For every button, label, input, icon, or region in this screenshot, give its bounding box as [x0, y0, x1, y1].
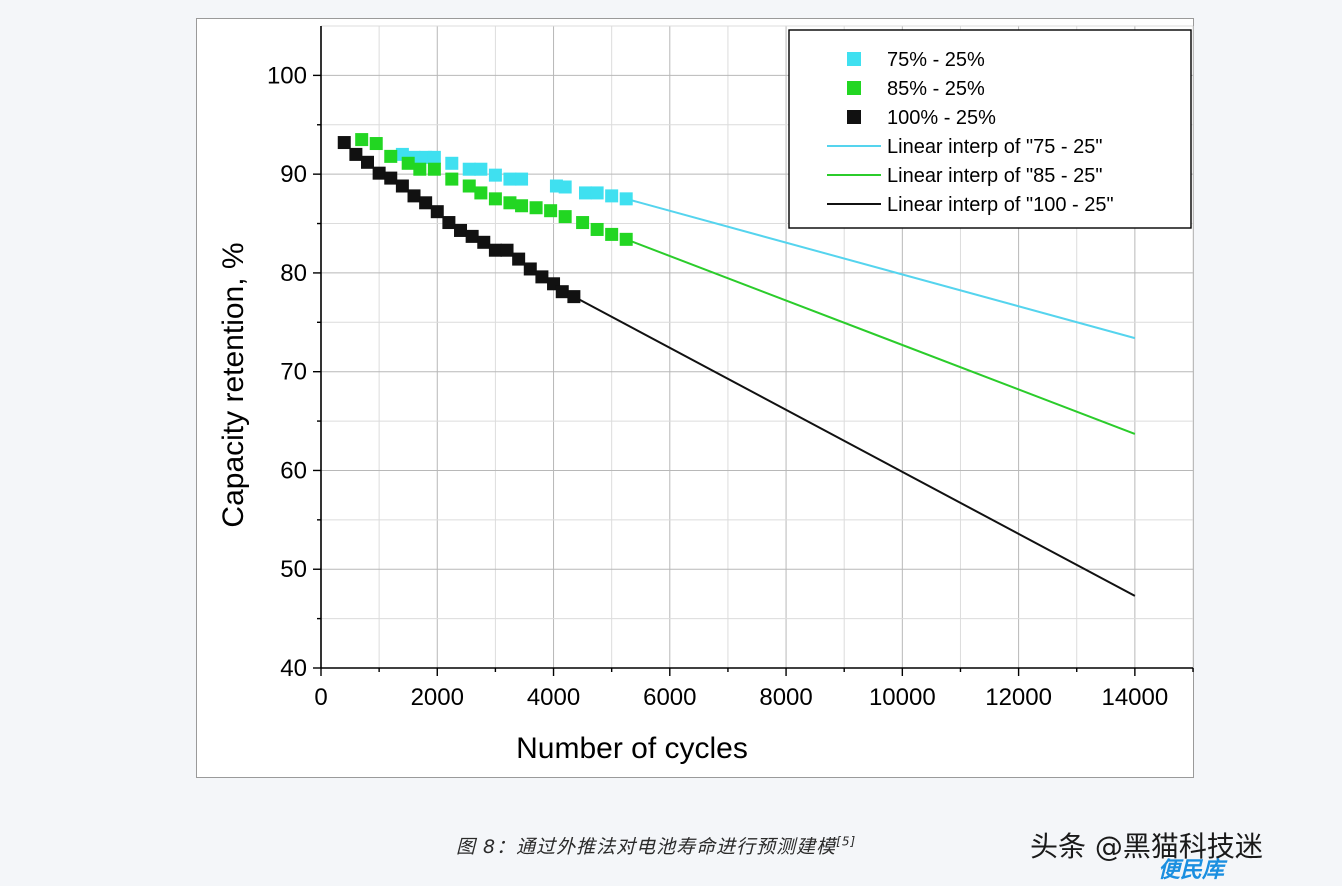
- data-point: [355, 133, 369, 147]
- y-tick-label: 90: [280, 161, 307, 188]
- data-point: [442, 216, 456, 230]
- data-point: [590, 186, 604, 200]
- legend-label: 100% - 25%: [887, 107, 996, 129]
- data-point: [427, 162, 441, 176]
- legend-marker: [847, 52, 861, 66]
- data-point: [535, 270, 549, 284]
- figure-caption: 图 8：通过外推法对电池寿命进行预测建模[5]: [456, 832, 856, 859]
- data-point: [413, 162, 427, 176]
- data-point: [619, 192, 633, 206]
- data-point: [407, 189, 421, 203]
- data-point: [503, 172, 517, 186]
- x-tick-label: 6000: [643, 684, 696, 711]
- series-line: [625, 197, 1136, 340]
- data-point: [474, 162, 488, 176]
- data-point: [605, 227, 619, 241]
- data-point: [369, 137, 383, 151]
- legend: 75% - 25% 85% - 25% 100% - 25% Linear inter…: [788, 29, 1192, 229]
- data-point: [349, 147, 363, 161]
- data-point: [529, 201, 543, 215]
- caption-text: 图 8：通过外推法对电池寿命进行预测建模: [456, 836, 837, 858]
- data-point: [576, 216, 590, 230]
- series-line: [573, 295, 1136, 597]
- watermark-sub: 便民库: [1158, 858, 1225, 883]
- data-point: [579, 186, 593, 200]
- data-point: [558, 210, 572, 224]
- data-point: [454, 223, 468, 237]
- data-point: [445, 156, 459, 170]
- series-line: [625, 238, 1136, 435]
- data-point: [488, 243, 502, 257]
- x-tick-label: 2000: [411, 684, 464, 711]
- data-point: [474, 186, 488, 200]
- legend-marker: [847, 81, 861, 95]
- data-point: [567, 290, 581, 304]
- data-point: [445, 172, 459, 186]
- data-point: [590, 222, 604, 236]
- x-tick-label: 14000: [1101, 684, 1168, 711]
- data-point: [605, 189, 619, 203]
- data-point: [430, 205, 444, 219]
- legend-label: 85% - 25%: [887, 78, 985, 100]
- y-axis-label: Capacity retention, %: [217, 242, 250, 527]
- data-point: [515, 172, 529, 186]
- data-point: [555, 285, 569, 299]
- data-point: [488, 192, 502, 206]
- legend-label: Linear interp of "85 - 25": [887, 165, 1102, 187]
- data-point: [337, 136, 351, 150]
- data-point: [500, 243, 514, 257]
- legend-label: 75% - 25%: [887, 49, 985, 71]
- data-point: [465, 229, 479, 243]
- data-point: [361, 155, 375, 169]
- data-point: [477, 235, 491, 249]
- x-tick-label: 4000: [527, 684, 580, 711]
- chart: 0 2000 4000 6000 8000 10000 12000 14000 40 50 60 70…: [217, 25, 1194, 765]
- data-point: [523, 262, 537, 276]
- series-markers: [337, 136, 581, 304]
- y-tick-label: 70: [280, 359, 307, 386]
- x-tick-label: 12000: [985, 684, 1052, 711]
- caption-reference: [5]: [836, 834, 857, 849]
- legend-label: Linear interp of "100 - 25": [887, 194, 1114, 216]
- y-tick-label: 60: [280, 457, 307, 484]
- legend-label: Linear interp of "75 - 25": [887, 136, 1102, 158]
- x-axis-label: Number of cycles: [516, 732, 748, 765]
- data-point: [515, 199, 529, 213]
- data-point: [488, 168, 502, 182]
- data-point: [462, 162, 476, 176]
- x-tick-label: 10000: [869, 684, 936, 711]
- data-point: [384, 149, 398, 163]
- x-tick-label: 0: [314, 684, 327, 711]
- data-point: [462, 179, 476, 193]
- x-tick-label: 8000: [759, 684, 812, 711]
- y-tick-label: 50: [280, 556, 307, 583]
- data-point: [503, 196, 517, 210]
- y-tick-label: 80: [280, 260, 307, 287]
- data-point: [512, 252, 526, 266]
- data-point: [544, 204, 558, 218]
- series-markers: [395, 147, 633, 206]
- figure-frame: 0 2000 4000 6000 8000 10000 12000 14000 40 50 60 70…: [196, 18, 1194, 778]
- data-point: [419, 196, 433, 210]
- data-point: [558, 180, 572, 194]
- series-markers: [355, 133, 633, 246]
- data-point: [619, 232, 633, 246]
- y-tick-label: 40: [280, 655, 307, 682]
- data-point: [395, 179, 409, 193]
- data-point: [401, 156, 415, 170]
- legend-marker: [847, 110, 861, 124]
- data-point: [372, 166, 386, 180]
- y-tick-label: 100: [267, 62, 307, 89]
- data-point: [427, 150, 441, 164]
- watermark: 头条 @黑猫科技迷: [1030, 830, 1263, 863]
- data-point: [384, 171, 398, 185]
